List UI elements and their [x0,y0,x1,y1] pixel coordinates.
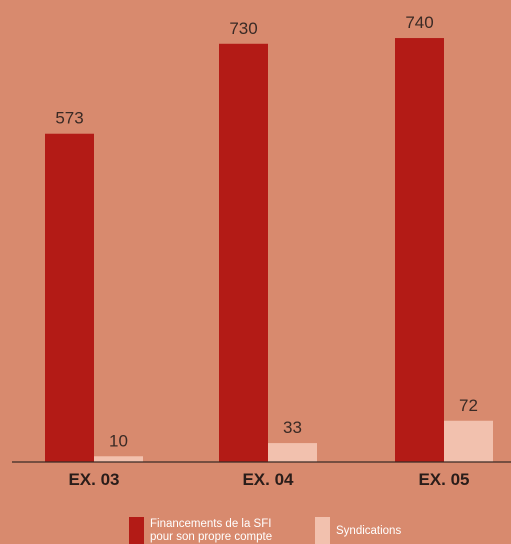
legend: Financements de la SFI pour son propre c… [0,517,511,544]
legend-item-syndications: Syndications [315,517,401,544]
value-label-own-account-0: 573 [55,109,83,128]
category-label-0: EX. 03 [68,470,119,489]
bar-syndications-0 [94,456,143,462]
category-labels-group: EX. 03 EX. 04 EX. 05 [68,470,469,489]
bars-group [45,38,493,463]
legend-label-own-account: Financements de la SFI pour son propre c… [150,517,272,544]
value-label-syndications-1: 33 [283,418,302,437]
legend-item-own-account: Financements de la SFI pour son propre c… [129,517,272,544]
value-label-own-account-1: 730 [229,19,257,38]
value-label-own-account-2: 740 [405,13,433,32]
legend-swatch-syndications [315,517,330,544]
value-label-syndications-0: 10 [109,431,128,450]
category-label-1: EX. 04 [242,470,294,489]
legend-label-synd-text: Syndications [336,525,402,537]
legend-label-own-line2: pour son propre compte [150,531,273,543]
value-labels-group: 573 10 730 33 740 72 [55,13,478,450]
bar-own-account-2 [395,38,444,463]
bar-syndications-2 [444,420,493,462]
bar-own-account-0 [45,133,94,463]
bar-own-account-1 [219,43,268,463]
bar-syndications-1 [268,443,317,462]
category-label-2: EX. 05 [418,470,469,489]
legend-label-syndications: Syndications [336,517,401,538]
value-label-syndications-2: 72 [459,396,478,415]
legend-swatch-own-account [129,517,144,544]
legend-label-own-line1: Financements de la SFI [150,518,272,530]
